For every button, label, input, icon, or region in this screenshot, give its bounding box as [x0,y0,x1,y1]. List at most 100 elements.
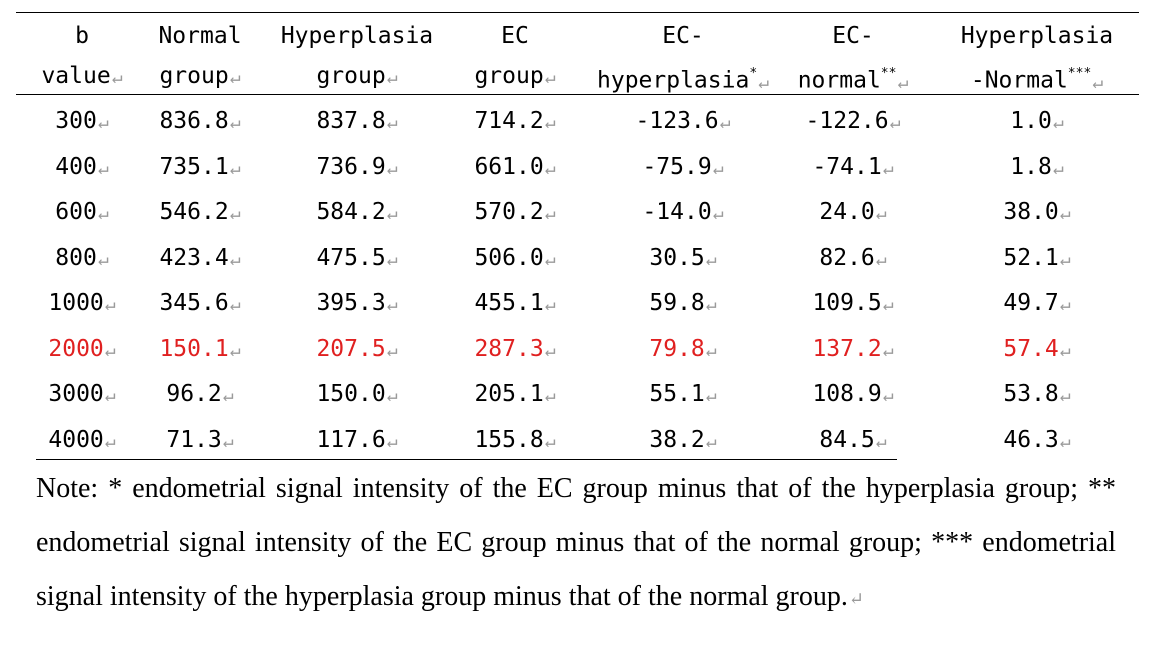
column-header-line1: EC [501,22,529,50]
table-top-rule [16,12,1139,13]
paragraph-mark-icon: ↵ [1059,294,1071,315]
paragraph-mark-icon: ↵ [544,67,556,88]
paragraph-mark-icon: ↵ [386,294,398,315]
column-header-line2: group↵ [474,62,555,92]
table-cell: 4000↵ [48,426,115,456]
column-header-line1-text: EC [501,23,529,49]
paragraph-mark-icon: ↵ [705,385,717,406]
table-cell: 55.1↵ [649,380,716,410]
table-cell: 300↵ [55,107,108,137]
column-header-line1-text: EC- [662,23,704,49]
table-cell: 1000↵ [48,289,115,319]
table-cell: 3000↵ [48,380,115,410]
paragraph-mark-icon: ↵ [229,157,241,179]
column-header-line2: value↵ [41,62,122,92]
note-text: Note: * endometrial signal intensity of … [36,473,1116,612]
table-cell: -122.6↵ [806,107,901,137]
paragraph-mark-icon: ↵ [544,339,556,361]
column-header-line2-text: group [474,63,544,89]
table-cell-text: 600 [55,199,97,225]
table-cell-text: 155.8 [474,426,544,453]
paragraph-mark-icon: ↵ [386,157,398,179]
table-cell-text: 46.3 [1003,426,1059,453]
table-cell-text: 736.9 [316,153,386,180]
table-cell: 736.9↵ [316,153,397,183]
table-cell-text: 455.1 [474,290,544,316]
table-cell: 82.6↵ [819,244,886,274]
table-cell: 117.6↵ [316,426,397,456]
paragraph-mark-icon: ↵ [1059,430,1071,452]
table-cell: 1.0↵ [1010,107,1063,137]
paragraph-mark-icon: ↵ [705,339,717,361]
table-cell-text: 53.8 [1003,381,1059,407]
column-header-line1-text: EC- [832,23,874,49]
paragraph-mark-icon: ↵ [1059,385,1071,406]
table-cell: -123.6↵ [636,107,731,137]
paragraph-mark-icon: ↵ [882,157,894,179]
column-header-line1: Normal [158,22,241,50]
paragraph-mark-icon: ↵ [104,385,116,406]
column-header-line2: -Normal***↵ [971,62,1103,97]
paragraph-mark-icon: ↵ [1059,339,1071,361]
table-cell-text: 300 [55,108,97,134]
table-cell-text: 108.9 [812,381,882,407]
table-cell-text: 52.1 [1003,244,1059,271]
table-cell: 661.0↵ [474,153,555,183]
table-cell: 71.3↵ [166,426,233,456]
table-cell-text: 150.1 [159,335,229,362]
table-cell: 207.5↵ [316,335,397,365]
table-cell-text: 117.6 [316,426,386,453]
paragraph-mark-icon: ↵ [229,112,241,133]
table-cell-text: 345.6 [159,290,229,316]
table-cell-text: 1000 [48,290,104,316]
column-header-line2-text: value [41,63,111,89]
column-header-line2: group↵ [159,62,240,92]
column-header-line2: hyperplasia*↵ [597,62,769,97]
paragraph-mark-icon: ↵ [104,430,116,452]
table-cell: 108.9↵ [812,380,893,410]
table-cell: 38.0↵ [1003,198,1070,228]
table-cell-text: 800 [55,244,97,271]
paragraph-mark-icon: ↵ [97,248,109,270]
column-header-line1: EC- [662,22,704,50]
table-cell-text: 1.0 [1010,108,1052,134]
table-cell: -74.1↵ [812,153,893,183]
table-cell-text: 24.0 [819,199,875,225]
table-cell: 287.3↵ [474,335,555,365]
paragraph-mark-icon: ↵ [1092,71,1104,93]
paragraph-mark-icon: ↵ [705,430,717,452]
table-cell-text: 546.2 [159,199,229,225]
paragraph-mark-icon: ↵ [875,430,887,452]
table-bottom-rule [36,459,897,460]
paragraph-mark-icon: ↵ [875,203,887,224]
table-cell-text: 735.1 [159,153,229,180]
table-cell: 423.4↵ [159,244,240,274]
paragraph-mark-icon: ↵ [386,112,398,133]
table-note: Note: * endometrial signal intensity of … [36,462,1116,626]
table-cell: 837.8↵ [316,107,397,137]
table-cell-text: 287.3 [474,335,544,362]
table-cell-text: 109.5 [812,290,882,316]
paragraph-mark-icon: ↵ [897,71,909,93]
paragraph-mark-icon: ↵ [229,67,241,88]
paragraph-mark-icon: ↵ [712,157,724,179]
table-cell-text: 96.2 [166,381,222,407]
paragraph-mark-icon: ↵ [97,157,109,179]
table-header-rule [16,94,1139,95]
paragraph-mark-icon: ↵ [386,430,398,452]
table-cell: 1.8↵ [1010,153,1063,183]
table-cell: -75.9↵ [642,153,723,183]
column-header-line1: EC- [832,22,874,50]
table-cell-text: 82.6 [819,244,875,271]
table-cell: 46.3↵ [1003,426,1070,456]
table-cell-text: 84.5 [819,426,875,453]
table-cell-text: 55.1 [649,381,705,407]
table-cell: 2000↵ [48,335,115,365]
paragraph-mark-icon: ↵ [1059,248,1071,270]
table-cell-text: 57.4 [1003,335,1059,362]
table-cell-text: -123.6 [635,108,719,134]
column-header-line2-text: group [159,63,229,89]
table-cell-text: 205.1 [474,381,544,407]
column-header-line2-text: hyperplasia [597,67,750,94]
